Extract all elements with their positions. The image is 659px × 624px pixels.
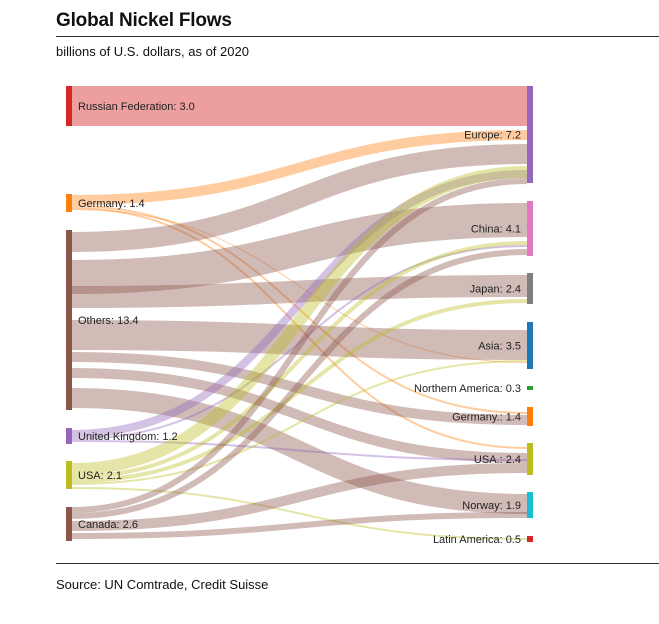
flow-usa_src-to-europe (71, 166, 528, 475)
flow-others-to-germany_dst (71, 352, 528, 425)
flow-usa_src-to-asia (71, 360, 528, 485)
target-node-latin_america (527, 536, 533, 542)
target-label-northern_america: Northern America: 0.3 (414, 383, 521, 395)
target-label-china: China: 4.1 (471, 224, 521, 236)
flow-uk-to-europe (71, 170, 528, 438)
sankey-nodes (66, 86, 533, 542)
sankey-links (71, 85, 528, 540)
target-node-germany_dst (527, 407, 533, 426)
target-label-asia: Asia: 3.5 (478, 341, 521, 353)
target-node-europe (527, 86, 533, 183)
flow-uk-to-china (71, 245, 528, 440)
target-node-asia (527, 322, 533, 369)
target-label-japan: Japan: 2.4 (470, 284, 521, 296)
source-node-canada (66, 507, 72, 541)
source-label-russia: Russian Federation: 3.0 (78, 101, 195, 113)
source-node-uk (66, 428, 72, 444)
sankey-diagram: Russian Federation: 3.0 Germany: 1.4 Other… (66, 85, 533, 546)
title-rule (56, 36, 659, 37)
source-node-germany_src (66, 194, 72, 212)
flow-others-to-usa_dst (71, 368, 528, 463)
flow-usa_src-to-japan (71, 299, 528, 483)
flow-germany_src-to-usa_dst (71, 207, 528, 449)
flow-germany_src-to-germany_dst (71, 205, 528, 414)
source-node-usa_src (66, 461, 72, 489)
target-label-europe: Europe: 7.2 (464, 130, 521, 142)
flow-canada-to-usa_dst (71, 463, 528, 531)
target-label-norway: Norway: 1.9 (462, 500, 521, 512)
source-label-usa_src: USA: 2.1 (78, 470, 122, 482)
source-label-uk: United Kingdom: 1.2 (78, 431, 178, 443)
flow-others-to-japan (71, 275, 528, 308)
target-label-germany_dst: Germany.: 1.4 (452, 412, 521, 424)
flow-germany_src-to-asia (71, 209, 528, 363)
source-label-canada: Canada: 2.6 (78, 519, 138, 531)
flow-canada-to-norway (71, 512, 528, 539)
flow-usa_src-to-china (71, 241, 528, 479)
flow-usa_src-to-latin_america (71, 487, 528, 540)
flow-others-to-norway (71, 388, 528, 514)
flow-germany_src-to-europe (71, 130, 528, 205)
flow-canada-to-europe (71, 178, 528, 513)
source-node-russia (66, 86, 72, 126)
flow-others-to-europe (71, 144, 528, 252)
target-label-usa_dst: USA.: 2.4 (474, 454, 521, 466)
flow-others-to-asia (71, 320, 528, 360)
chart-title: Global Nickel Flows (56, 10, 232, 31)
source-rule (56, 563, 659, 564)
target-label-latin_america: Latin America: 0.5 (433, 534, 521, 546)
flow-others-to-china (71, 203, 528, 294)
chart-subtitle: billions of U.S. dollars, as of 2020 (56, 44, 249, 59)
source-note: Source: UN Comtrade, Credit Suisse (56, 577, 269, 592)
target-node-norway (527, 492, 533, 518)
target-node-northern_america (527, 386, 533, 390)
target-node-japan (527, 273, 533, 304)
source-label-germany_src: Germany: 1.4 (78, 198, 145, 210)
sankey-labels: Russian Federation: 3.0 Germany: 1.4 Other… (78, 101, 521, 546)
flow-canada-to-china (71, 249, 528, 519)
source-label-others: Others: 13.4 (78, 315, 139, 327)
target-node-usa_dst (527, 443, 533, 475)
target-node-china (527, 201, 533, 256)
flow-uk-to-usa_dst (71, 440, 528, 461)
source-node-others (66, 230, 72, 410)
